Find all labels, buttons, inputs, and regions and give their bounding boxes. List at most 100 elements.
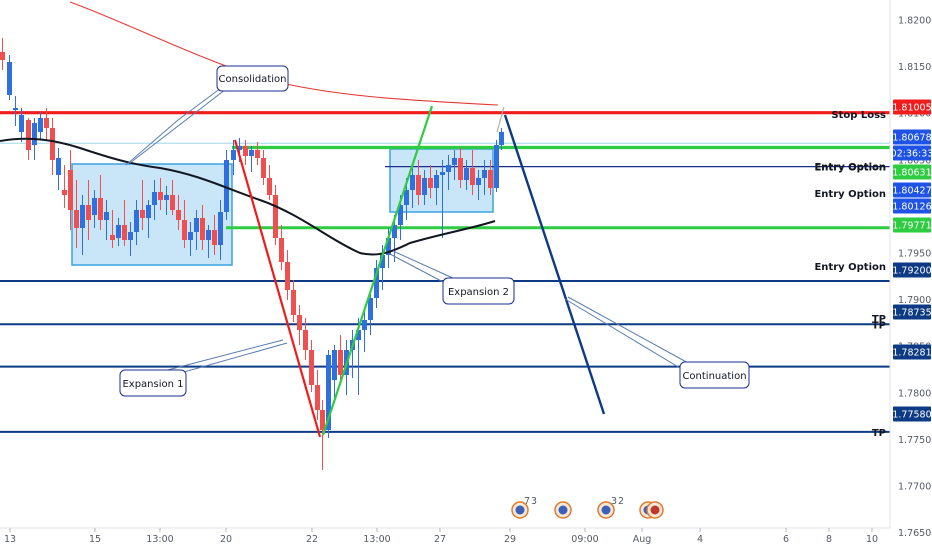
candle-6 [38,112,43,140]
price-tag-3: 1.80631 [892,164,932,180]
price-tag-9: 1.78281 [892,344,932,360]
candle-44 [267,165,272,200]
price-tick-10: 1.77000 [898,482,932,493]
candle-56 [338,335,343,385]
event-badge-3-count-b: 2 [618,496,624,507]
price-tags: 1.81005 1.80678 02:36:33 1.80631 1.80427 1.80… [891,99,932,422]
level-labels: Stop Loss Entry Option Entry Option Entry O… [814,110,886,439]
candle-15 [92,190,97,228]
event-badge-3[interactable]: 3 2 [597,496,624,519]
candle-19 [116,218,121,246]
candle-8 [50,118,55,175]
price-tick-6: 1.79000 [898,295,932,306]
price-tick-0: 1.82000 [898,16,932,27]
price-tick-3: 1.80500 [898,155,932,166]
expansion2-callout[interactable]: Expansion 2 [442,277,515,305]
candle-49 [297,305,302,345]
candle-70 [422,170,427,205]
candle-37 [224,150,229,220]
candle-9 [56,148,61,190]
continuation-callout[interactable]: Continuation [679,361,750,389]
expansion2-line [321,105,434,436]
time-tick-6: 27 [434,534,446,545]
level-label-3: Entry Option [814,189,886,200]
candle-14 [86,180,91,240]
candle-69 [416,160,421,205]
candle-45 [273,185,278,245]
candle-71 [428,165,433,198]
candle-34 [206,225,211,258]
candle-29 [176,195,181,230]
candle-80 [482,160,487,195]
candle-79 [476,170,481,200]
expansion2-label: Expansion 2 [448,287,509,298]
consolidation-pointer [125,87,222,166]
time-tick-3: 20 [220,534,232,545]
expansion2-pointer [389,253,446,284]
candle-61 [368,290,373,335]
price-tag-2: 02:36:33 [891,145,932,161]
candle-18 [110,210,115,248]
event-badge-2[interactable] [554,501,572,519]
candle-83 [499,128,504,150]
candle-52 [315,370,320,420]
price-tick-1: 1.81500 [898,62,932,73]
candle-73 [440,160,445,238]
price-tag-10: 1.77580 [892,406,932,422]
candle-25 [152,180,157,220]
level-label-8: TP [872,320,886,331]
event-badge-1-count-b: 3 [531,496,537,507]
time-axis[interactable]: 13 15 13:00 20 22 13:00 27 29 09:00 Aug 4 6 8 10 [4,528,878,545]
candle-20 [122,200,127,246]
candle-53 [320,400,325,470]
time-tick-5: 13:00 [363,534,390,545]
price-tag-text-9: 1.78281 [892,348,931,359]
candles [0,38,504,470]
candle-0 [0,38,5,70]
time-tick-13: 10 [866,534,878,545]
time-tick-7: 29 [504,534,516,545]
candle-76 [458,148,463,188]
event-badge-1-count-a: 7 [524,496,530,507]
price-tag-text-5: 1.80126 [892,202,931,213]
candle-13 [80,195,85,255]
candle-72 [434,170,439,205]
price-tag-text-4: 1.80427 [892,186,931,197]
price-tag-text-8: 1.78735 [892,308,931,319]
expansion1-callout[interactable]: Expansion 1 [119,369,187,397]
expansion1-pointer-2 [169,342,288,377]
expansion1-line [233,139,322,438]
candle-35 [212,215,217,255]
event-badges[interactable]: 7 3 3 2 [511,496,664,519]
time-tick-4: 22 [306,534,318,545]
candle-27 [164,186,169,215]
candle-82 [494,140,499,192]
candle-32 [194,210,199,250]
level-label-2: Entry Option [814,162,886,173]
price-tag-4: 1.80427 [892,182,932,198]
continuation-pointer [564,298,681,369]
candle-74 [446,155,451,190]
consolidation-label: Consolidation [219,74,287,85]
candle-12 [74,180,79,248]
event-badge-4[interactable] [639,501,664,519]
event-badge-1[interactable]: 7 3 [511,496,537,519]
consolidation-callout[interactable]: Consolidation [216,65,289,92]
time-tick-2: 13:00 [146,534,173,545]
expansion1-pointer [159,339,284,373]
price-tag-0: 1.81005 [892,99,932,115]
candle-81 [488,160,493,195]
price-tag-7: 1.79200 [892,262,932,278]
candle-22 [134,200,139,245]
level-label-10: TP [872,428,886,439]
price-tag-text-1: 1.80678 [892,133,931,144]
price-tag-text-7: 1.79200 [892,266,931,277]
candle-41 [249,146,254,172]
candle-11 [68,150,73,230]
level-label-4: Entry Option [814,163,886,174]
time-tick-12: 8 [826,534,832,545]
candle-60 [362,310,367,352]
candle-65 [392,215,397,262]
expansion2-pointer-2 [392,250,456,280]
